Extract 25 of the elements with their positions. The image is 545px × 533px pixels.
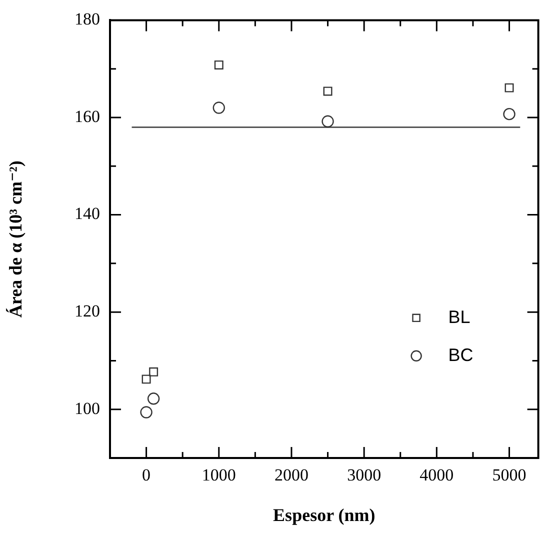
x-tick-label: 2000: [274, 466, 308, 485]
y-tick-label: 120: [74, 302, 100, 321]
point: [149, 367, 158, 376]
point: [212, 102, 225, 114]
y-axis-title: Área de α (10³ cm⁻²): [5, 160, 26, 318]
x-tick-label: 0: [142, 466, 151, 485]
x-tick-label: 4000: [420, 466, 454, 485]
y-tick-label: 180: [74, 10, 100, 29]
point: [323, 86, 332, 96]
y-tick-label: 160: [74, 106, 100, 126]
point: [322, 115, 334, 128]
legend-label: BC: [448, 344, 474, 365]
legend-label: BL: [448, 306, 470, 327]
x-tick-label: 3000: [347, 466, 382, 485]
point: [147, 392, 160, 405]
x-tick-label: 1000: [202, 466, 236, 485]
x-axis-title: Espesor (nm): [273, 504, 376, 525]
x-tick-label: 5000: [492, 466, 526, 485]
point: [140, 406, 152, 418]
point: [142, 374, 151, 384]
point: [214, 60, 224, 70]
point: [503, 108, 516, 120]
y-tick-label: 140: [74, 204, 100, 224]
point: [504, 83, 514, 92]
y-tick-label: 100: [74, 398, 100, 418]
